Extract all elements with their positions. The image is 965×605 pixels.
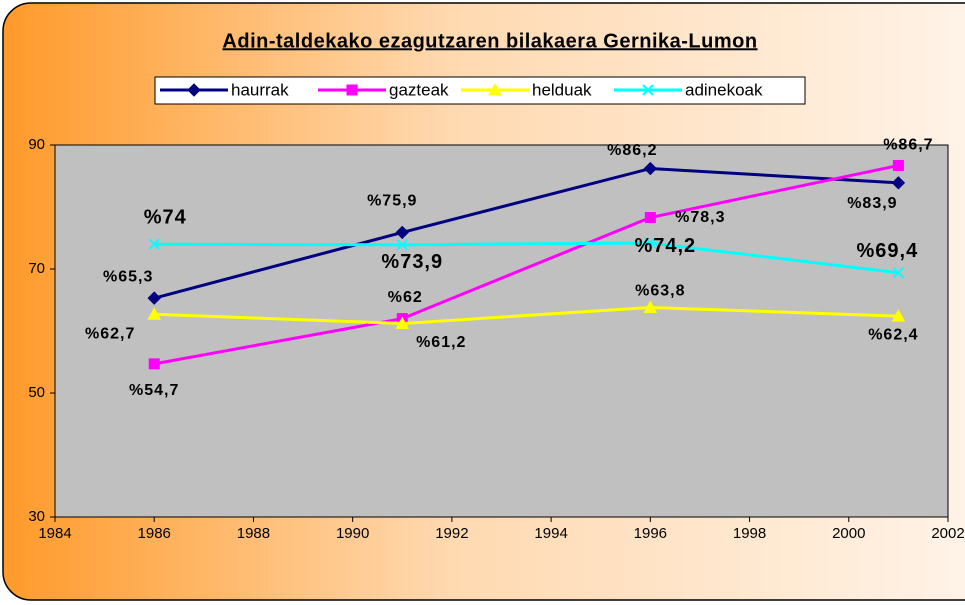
point	[891, 176, 906, 190]
value-label: %62	[388, 289, 423, 306]
value-label: %75,9	[367, 193, 417, 210]
legend-marker	[187, 83, 201, 97]
point	[644, 237, 657, 249]
point	[643, 300, 658, 313]
value-label: %83,9	[847, 195, 897, 212]
value-label: %54,7	[129, 382, 179, 399]
chart-title: Adin-taldekako ezagutzaren bilakaera Ger…	[222, 30, 757, 52]
x-tick-label: 1998	[733, 525, 766, 542]
point	[395, 316, 410, 330]
point	[148, 358, 160, 370]
point	[644, 212, 656, 224]
value-label: %74,2	[634, 235, 696, 257]
value-label: %61,2	[416, 334, 466, 351]
value-label: %73,9	[381, 251, 443, 273]
x-tick-label: 1992	[435, 525, 468, 542]
y-tick-label: 30	[28, 508, 45, 525]
series-line	[153, 163, 899, 366]
point	[147, 291, 161, 305]
series-line	[154, 241, 899, 275]
legend-marker	[346, 84, 358, 96]
value-label: %86,2	[607, 142, 657, 159]
series-line	[153, 167, 899, 300]
series-line	[154, 305, 899, 326]
x-tick-label: 2002	[931, 525, 964, 542]
point	[147, 307, 162, 320]
value-label: %78,3	[675, 209, 725, 226]
legend-marker	[642, 84, 654, 96]
x-tick-label: 2000	[832, 525, 865, 542]
legend-label: helduak	[532, 80, 592, 99]
x-tick-label: 1996	[634, 525, 667, 542]
value-label: %69,4	[857, 240, 919, 262]
plot-area	[54, 144, 949, 518]
point	[148, 238, 160, 250]
value-label: %65,3	[103, 268, 153, 285]
point	[396, 239, 408, 251]
legend-marker	[488, 82, 502, 96]
legend-label: gazteak	[389, 80, 449, 99]
x-tick-label: 1988	[237, 525, 270, 542]
value-label: %63,8	[635, 283, 685, 300]
y-tick-label: 70	[28, 260, 45, 277]
value-label: %74	[144, 206, 187, 228]
x-tick-label: 1984	[38, 525, 71, 542]
point	[643, 161, 658, 176]
point	[395, 225, 409, 240]
x-tick-label: 1994	[534, 525, 567, 542]
y-tick-label: 50	[28, 384, 45, 401]
legend-label: haurrak	[231, 80, 289, 99]
point	[891, 309, 906, 322]
value-label: %62,4	[868, 326, 918, 343]
point	[892, 159, 904, 171]
y-tick-label: 90	[28, 136, 45, 153]
x-tick-label: 1990	[336, 525, 369, 542]
point	[892, 267, 905, 279]
value-label: %62,7	[85, 325, 135, 342]
legend-label: adinekoak	[685, 80, 763, 99]
value-label: %86,7	[883, 137, 933, 154]
x-tick-label: 1986	[138, 525, 171, 542]
